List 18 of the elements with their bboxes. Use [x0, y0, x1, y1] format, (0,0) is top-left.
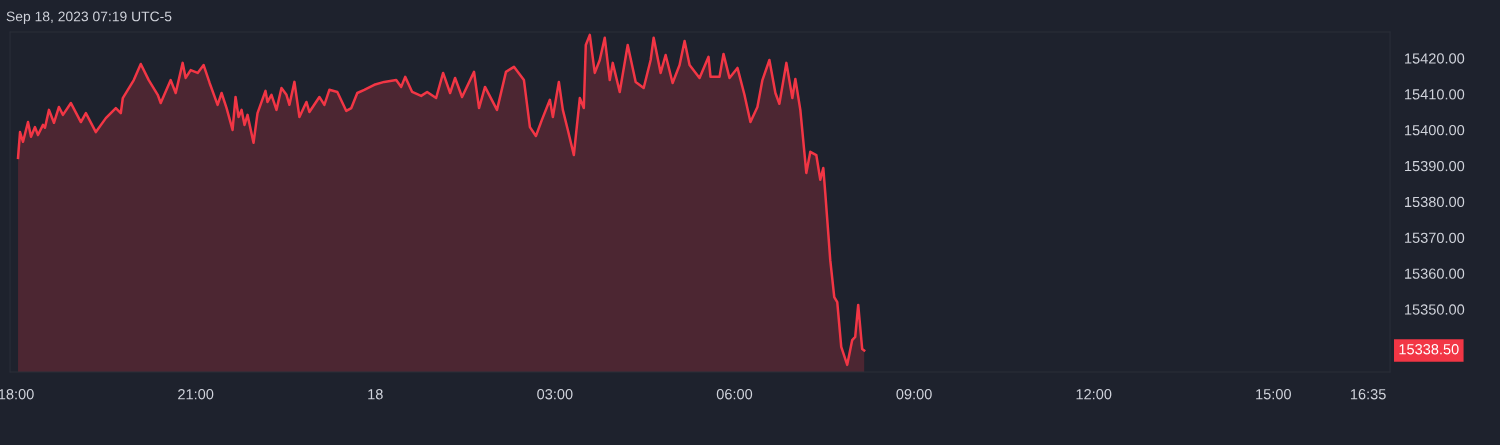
y-tick-label: 15380.00	[1405, 196, 1465, 208]
y-tick-label: 15420.00	[1405, 53, 1465, 64]
x-tick-label: 18	[368, 389, 383, 400]
x-tick-label: 03:00	[537, 389, 573, 400]
y-tick-label: 15360.00	[1405, 268, 1465, 279]
x-tick-label: 06:00	[716, 389, 753, 400]
text: 15338.50	[1399, 344, 1459, 355]
x-tick-label: 09:00	[896, 389, 932, 400]
y-tick-label: 15400.00	[1405, 125, 1465, 136]
y-tick-label: 15370.00	[1405, 232, 1465, 243]
x-tick-label: 21:00	[178, 389, 214, 400]
y-tick-label: 15410.00	[1405, 89, 1465, 100]
y-tick-label: 15390.00	[1405, 160, 1465, 172]
chart-title: Sep 18, 2023 07:19 UTC-5	[6, 11, 172, 25]
x-tick-label: 16:35	[1350, 389, 1386, 400]
y-tick-label: 15350.00	[1405, 304, 1465, 315]
x-tick-label: 15:00	[1256, 389, 1291, 400]
x-tick-label: 12:00	[1076, 389, 1112, 400]
